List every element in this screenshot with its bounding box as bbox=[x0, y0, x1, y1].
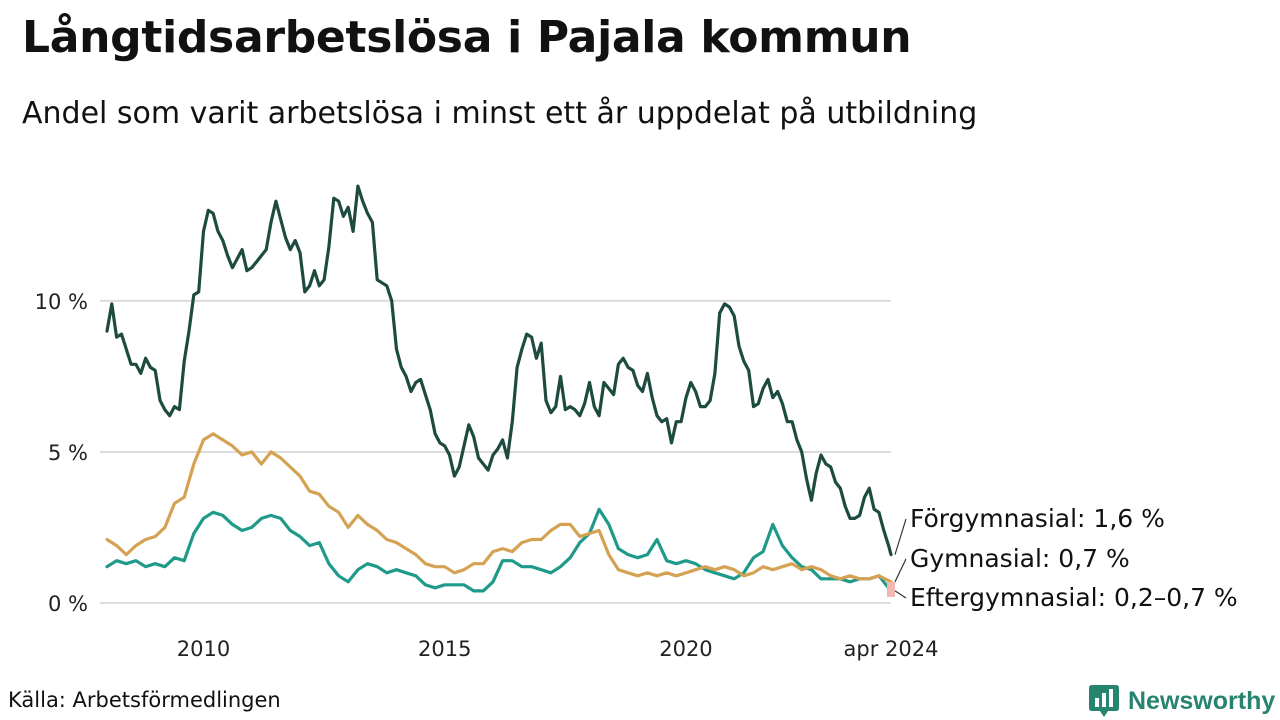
newsworthy-wordmark: Newsworthy bbox=[1128, 686, 1276, 715]
x-axis-ticks: 2010 2015 2020 apr 2024 bbox=[177, 637, 939, 661]
series-lines bbox=[105, 184, 895, 597]
y-axis-ticks: 0 % 5 % 10 % bbox=[35, 290, 88, 616]
x-tick-label: 2020 bbox=[659, 637, 712, 661]
series-label-eftergymnasial: Eftergymnasial: 0,2–0,7 % bbox=[910, 583, 1238, 612]
series-line-gymnasial bbox=[105, 432, 893, 584]
series-label-f-rgymnasial: Förgymnasial: 1,6 % bbox=[910, 504, 1165, 533]
chart-subtitle: Andel som varit arbetslösa i minst ett å… bbox=[22, 96, 978, 131]
series-line-eftergymnasial bbox=[105, 507, 893, 593]
y-tick-label: 10 % bbox=[35, 290, 88, 314]
series-label-gymnasial: Gymnasial: 0,7 % bbox=[910, 544, 1130, 573]
series-line-f-rgymnasial bbox=[105, 184, 893, 557]
y-tick-label: 5 % bbox=[48, 441, 88, 465]
leader-line-gymnasial bbox=[894, 558, 907, 583]
x-tick-label: apr 2024 bbox=[844, 637, 939, 661]
x-tick-label: 2015 bbox=[418, 637, 471, 661]
leader-line-f-rgymnasial bbox=[894, 518, 907, 555]
series-labels: Förgymnasial: 1,6 % Gymnasial: 0,7 % Efter… bbox=[894, 504, 1238, 612]
range-marker bbox=[887, 581, 895, 597]
x-tick-label: 2010 bbox=[177, 637, 230, 661]
newsworthy-chart-icon bbox=[1089, 685, 1119, 717]
chart-title: Långtidsarbetslösa i Pajala kommun bbox=[22, 12, 912, 63]
newsworthy-logo[interactable]: Newsworthy bbox=[1088, 684, 1275, 718]
source-note: Källa: Arbetsförmedlingen bbox=[8, 688, 281, 712]
y-tick-label: 0 % bbox=[48, 592, 88, 616]
leader-line-eftergymnasial bbox=[894, 590, 907, 599]
